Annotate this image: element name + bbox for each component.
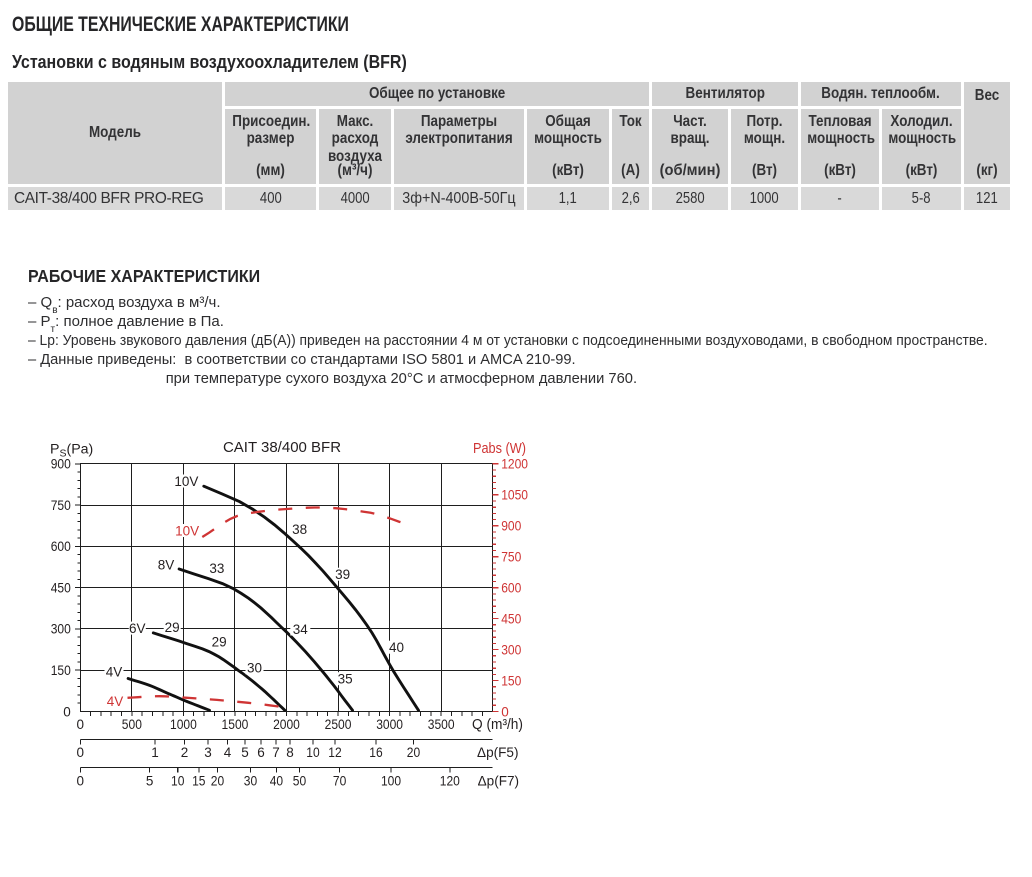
svg-text:100: 100 xyxy=(381,774,401,789)
svg-text:0: 0 xyxy=(63,704,71,719)
svg-text:2500: 2500 xyxy=(325,717,352,732)
svg-text:150: 150 xyxy=(501,673,521,688)
svg-text:600: 600 xyxy=(501,580,521,595)
svg-text:10: 10 xyxy=(306,745,319,760)
svg-text:Δp(F7): Δp(F7) xyxy=(478,773,519,789)
svg-text:5: 5 xyxy=(241,745,249,760)
svg-text:0: 0 xyxy=(77,745,85,760)
svg-text:8: 8 xyxy=(286,745,294,760)
svg-text:40: 40 xyxy=(389,640,404,655)
svg-text:750: 750 xyxy=(51,498,71,513)
svg-text:15: 15 xyxy=(192,774,205,789)
svg-text:70: 70 xyxy=(333,774,346,789)
svg-text:750: 750 xyxy=(501,550,521,565)
svg-text:PS(Pa): PS(Pa) xyxy=(50,442,93,460)
svg-text:150: 150 xyxy=(51,663,71,678)
svg-text:900: 900 xyxy=(51,457,71,472)
svg-text:30: 30 xyxy=(244,774,257,789)
svg-text:1200: 1200 xyxy=(501,457,528,472)
svg-text:40: 40 xyxy=(270,774,283,789)
svg-text:Pabs (W): Pabs (W) xyxy=(473,441,526,457)
svg-text:1000: 1000 xyxy=(170,717,197,732)
svg-text:34: 34 xyxy=(293,622,309,637)
svg-text:300: 300 xyxy=(51,622,71,637)
svg-text:50: 50 xyxy=(293,774,306,789)
svg-text:1: 1 xyxy=(151,745,159,760)
svg-text:8V: 8V xyxy=(158,557,175,572)
svg-text:10V: 10V xyxy=(175,523,199,538)
svg-text:29: 29 xyxy=(165,620,180,635)
svg-text:0: 0 xyxy=(77,774,85,789)
svg-text:12: 12 xyxy=(328,745,341,760)
svg-text:16: 16 xyxy=(369,745,382,760)
svg-text:33: 33 xyxy=(209,561,224,576)
svg-text:5: 5 xyxy=(146,774,154,789)
svg-text:20: 20 xyxy=(211,774,224,789)
svg-text:6V: 6V xyxy=(129,621,146,636)
svg-text:3000: 3000 xyxy=(376,717,403,732)
svg-text:4V: 4V xyxy=(106,665,123,680)
svg-text:1050: 1050 xyxy=(501,488,528,503)
svg-text:600: 600 xyxy=(51,539,71,554)
svg-text:450: 450 xyxy=(501,611,521,626)
svg-text:300: 300 xyxy=(501,642,521,657)
svg-text:0: 0 xyxy=(77,717,85,732)
svg-text:1500: 1500 xyxy=(222,717,249,732)
svg-text:38: 38 xyxy=(292,522,307,537)
svg-text:120: 120 xyxy=(440,774,460,789)
svg-text:30: 30 xyxy=(247,661,262,676)
svg-text:10V: 10V xyxy=(174,474,198,489)
svg-text:3500: 3500 xyxy=(428,717,455,732)
svg-text:900: 900 xyxy=(501,519,521,534)
svg-text:10: 10 xyxy=(171,774,184,789)
svg-text:500: 500 xyxy=(122,717,142,732)
svg-text:0: 0 xyxy=(501,704,509,719)
svg-text:Q (m³/h): Q (m³/h) xyxy=(472,717,523,733)
svg-text:35: 35 xyxy=(338,672,353,687)
svg-text:3: 3 xyxy=(204,745,212,760)
svg-text:2: 2 xyxy=(181,745,189,760)
svg-text:29: 29 xyxy=(212,634,227,649)
svg-text:39: 39 xyxy=(335,567,350,582)
svg-text:20: 20 xyxy=(407,745,420,760)
svg-text:4V: 4V xyxy=(107,694,124,709)
svg-text:CAIT 38/400 BFR: CAIT 38/400 BFR xyxy=(223,439,341,456)
svg-text:2000: 2000 xyxy=(273,717,300,732)
svg-text:4: 4 xyxy=(224,745,232,760)
svg-text:6: 6 xyxy=(257,745,265,760)
svg-text:7: 7 xyxy=(272,745,280,760)
svg-text:450: 450 xyxy=(51,580,71,595)
svg-text:Δp(F5): Δp(F5) xyxy=(477,744,519,760)
